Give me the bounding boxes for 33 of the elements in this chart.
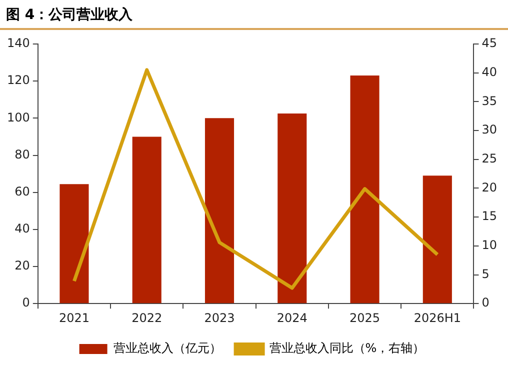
bar bbox=[422, 176, 452, 304]
y2-tick-label: 15 bbox=[482, 209, 498, 224]
y2-tick-label: 30 bbox=[482, 122, 498, 137]
y2-tick-label: 25 bbox=[482, 152, 498, 166]
legend-label: 营业总收入（亿元） bbox=[113, 341, 222, 356]
bar bbox=[204, 118, 234, 304]
bar bbox=[60, 184, 89, 304]
bar bbox=[350, 76, 380, 304]
x-tick-label: 2026H1 bbox=[414, 310, 462, 325]
y2-tick-label: 35 bbox=[482, 94, 498, 108]
x-tick-label: 2022 bbox=[132, 310, 162, 325]
x-tick-label: 2025 bbox=[350, 310, 380, 325]
y-tick-label: 20 bbox=[14, 258, 30, 273]
x-tick-label: 2024 bbox=[276, 310, 308, 325]
bar bbox=[278, 114, 307, 304]
y-tick-label: 100 bbox=[7, 110, 30, 124]
y-tick-label: 80 bbox=[14, 147, 30, 162]
y2-tick-label: 5 bbox=[482, 266, 490, 281]
y-tick-label: 0 bbox=[22, 296, 30, 310]
y2-tick-label: 40 bbox=[482, 64, 498, 79]
legend-label: 营业总收入同比（%，右轴） bbox=[269, 341, 425, 356]
y2-tick-label: 45 bbox=[482, 36, 498, 50]
x-tick-label: 2023 bbox=[204, 310, 235, 325]
bar bbox=[132, 136, 162, 304]
y-tick-label: 60 bbox=[14, 184, 30, 198]
y2-tick-label: 10 bbox=[482, 238, 498, 252]
chart-title: 图 4：公司营业收入 bbox=[0, 0, 508, 30]
y2-tick-label: 20 bbox=[482, 180, 498, 194]
y-tick-label: 140 bbox=[7, 36, 30, 50]
x-tick-label: 2021 bbox=[58, 310, 90, 325]
y2-tick-label: 0 bbox=[482, 296, 490, 310]
y-tick-label: 120 bbox=[7, 73, 30, 88]
y-tick-label: 40 bbox=[14, 222, 30, 236]
